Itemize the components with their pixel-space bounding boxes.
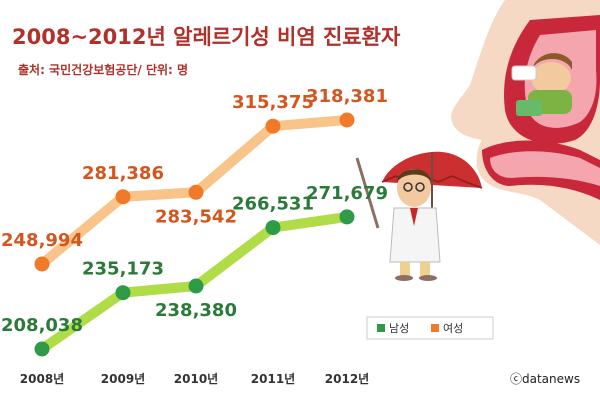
male-point-5 (339, 209, 355, 225)
doctor-with-umbrella-icon (355, 151, 483, 281)
legend-swatch-female (431, 324, 439, 332)
female-value-label-1: 248,994 (1, 230, 83, 251)
legend-label-female: 여성 (443, 322, 463, 335)
legend-box (366, 316, 494, 340)
legend-label-male: 남성 (389, 322, 409, 335)
female-value-label-4: 315,375 (232, 92, 314, 113)
x-tick-label-3: 2010년 (174, 372, 218, 386)
sneezing-man-icon (511, 53, 572, 116)
female-point-2 (115, 189, 131, 205)
male-point-2 (115, 285, 131, 301)
male-point-1 (34, 341, 50, 357)
legend: 남성 여성 (366, 316, 494, 340)
male-value-label-5: 271,679 (306, 183, 388, 204)
credit: ⓒdatanews (510, 372, 580, 386)
male-value-label-3: 238,380 (155, 300, 237, 321)
female-point-3 (188, 184, 204, 200)
male-point-4 (265, 220, 281, 236)
x-tick-label-1: 2008년 (20, 372, 64, 386)
x-tick-label-2: 2009년 (101, 372, 145, 386)
female-point-5 (339, 112, 355, 128)
female-value-label-2: 281,386 (82, 163, 164, 184)
x-tick-label-4: 2011년 (251, 372, 295, 386)
female-value-label-5: 318,381 (306, 86, 388, 107)
female-point-4 (265, 118, 281, 134)
male-point-3 (188, 278, 204, 294)
male-value-label-4: 266,531 (232, 194, 314, 215)
x-tick-label-5: 2012년 (325, 372, 369, 386)
female-value-label-3: 283,542 (155, 206, 237, 227)
chart-title: 2008~2012년 알레르기성 비염 진료환자 (12, 25, 401, 49)
chart-source: 출처: 국민건강보험공단/ 단위: 명 (18, 62, 188, 77)
female-point-1 (34, 256, 50, 272)
legend-swatch-male (377, 324, 385, 332)
male-value-label-1: 208,038 (1, 315, 83, 336)
nose-cross-section-icon (451, 0, 600, 245)
male-value-label-2: 235,173 (82, 259, 164, 280)
